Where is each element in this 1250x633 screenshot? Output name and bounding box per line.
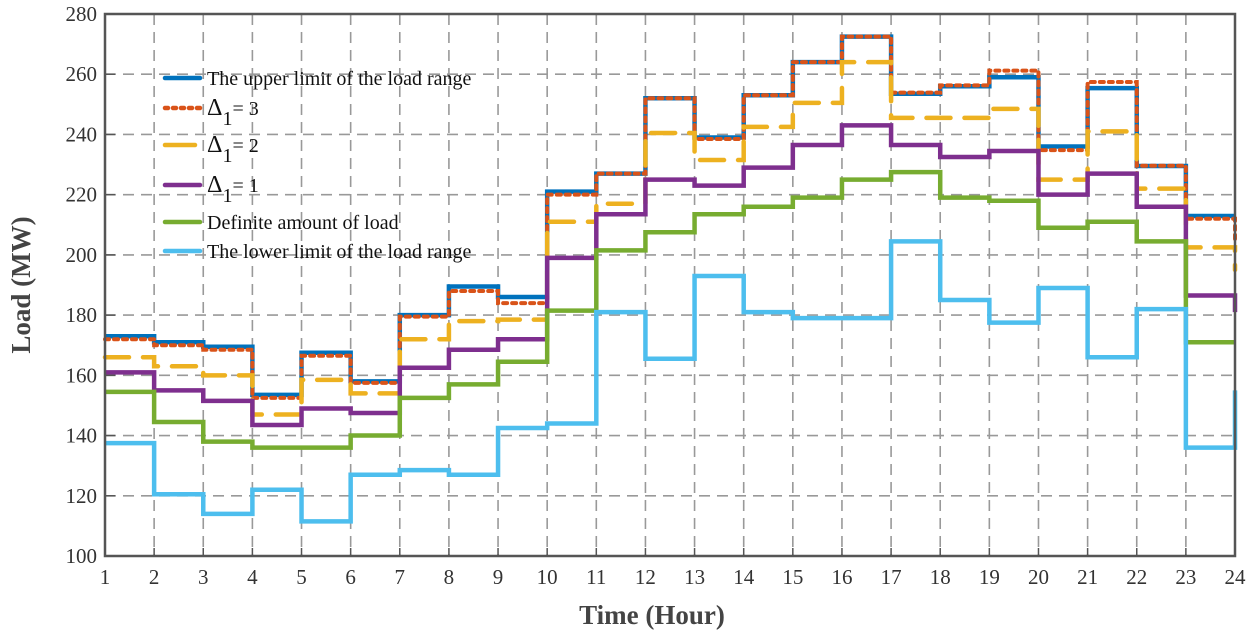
- x-tick-label: 12: [635, 565, 656, 589]
- grid: [105, 14, 1235, 556]
- x-tick-label: 17: [881, 565, 902, 589]
- x-tick-label: 10: [537, 565, 558, 589]
- x-tick-label: 23: [1175, 565, 1196, 589]
- legend-label: The upper limit of the load range: [207, 68, 471, 90]
- y-tick-label: 160: [66, 363, 98, 387]
- y-axis-label: Load (MW): [6, 216, 36, 353]
- x-tick-label: 13: [684, 565, 705, 589]
- x-tick-label: 21: [1077, 565, 1098, 589]
- legend-label: Definite amount of load: [207, 212, 399, 234]
- legend-label: Δ1= 2: [207, 132, 259, 167]
- y-tick-label: 220: [66, 183, 98, 207]
- series-group: [102, 34, 1238, 524]
- x-tick-label: 15: [782, 565, 803, 589]
- x-tick-label: 14: [733, 565, 755, 589]
- x-tick-label: 18: [930, 565, 951, 589]
- y-tick-label: 240: [66, 122, 98, 146]
- series-line: [105, 239, 1238, 524]
- x-tick-label: 1: [100, 565, 111, 589]
- x-tick-label: 4: [247, 565, 258, 589]
- x-tick-label: 24: [1225, 565, 1247, 589]
- x-tick-label: 9: [493, 565, 504, 589]
- x-tick-label: 3: [198, 565, 209, 589]
- x-axis-label: Time (Hour): [579, 600, 725, 630]
- x-tick-label: 7: [395, 565, 406, 589]
- legend-label: The lower limit of the load range: [207, 241, 471, 263]
- series-line: [103, 34, 1237, 400]
- x-tick-label: 5: [296, 565, 307, 589]
- x-tick-label: 19: [979, 565, 1000, 589]
- y-tick-label: 200: [66, 243, 98, 267]
- y-tick-label: 280: [66, 2, 98, 26]
- x-tick-label: 6: [345, 565, 356, 589]
- x-tick-label: 22: [1126, 565, 1147, 589]
- ticks: 1 2 3 4 5 6 7 8 9 10 11 12 13 14 15 16 17 18 19 20 21 22 23 241…: [66, 2, 1247, 589]
- y-tick-label: 100: [66, 544, 98, 568]
- y-tick-label: 180: [66, 303, 98, 327]
- y-tick-label: 140: [66, 424, 98, 448]
- plot-frame: [103, 12, 1237, 558]
- x-tick-label: 8: [444, 565, 455, 589]
- x-tick-label: 2: [149, 565, 160, 589]
- legend-label: Δ1= 1: [207, 172, 259, 207]
- series-line: [105, 123, 1238, 428]
- legend-label: Δ1= 3: [207, 95, 259, 130]
- series-line: [105, 169, 1235, 450]
- x-tick-label: 16: [831, 565, 852, 589]
- y-tick-label: 260: [66, 62, 98, 86]
- x-tick-label: 20: [1028, 565, 1049, 589]
- x-tick-label: 11: [586, 565, 606, 589]
- y-tick-label: 120: [66, 484, 98, 508]
- series-line: [102, 59, 1238, 417]
